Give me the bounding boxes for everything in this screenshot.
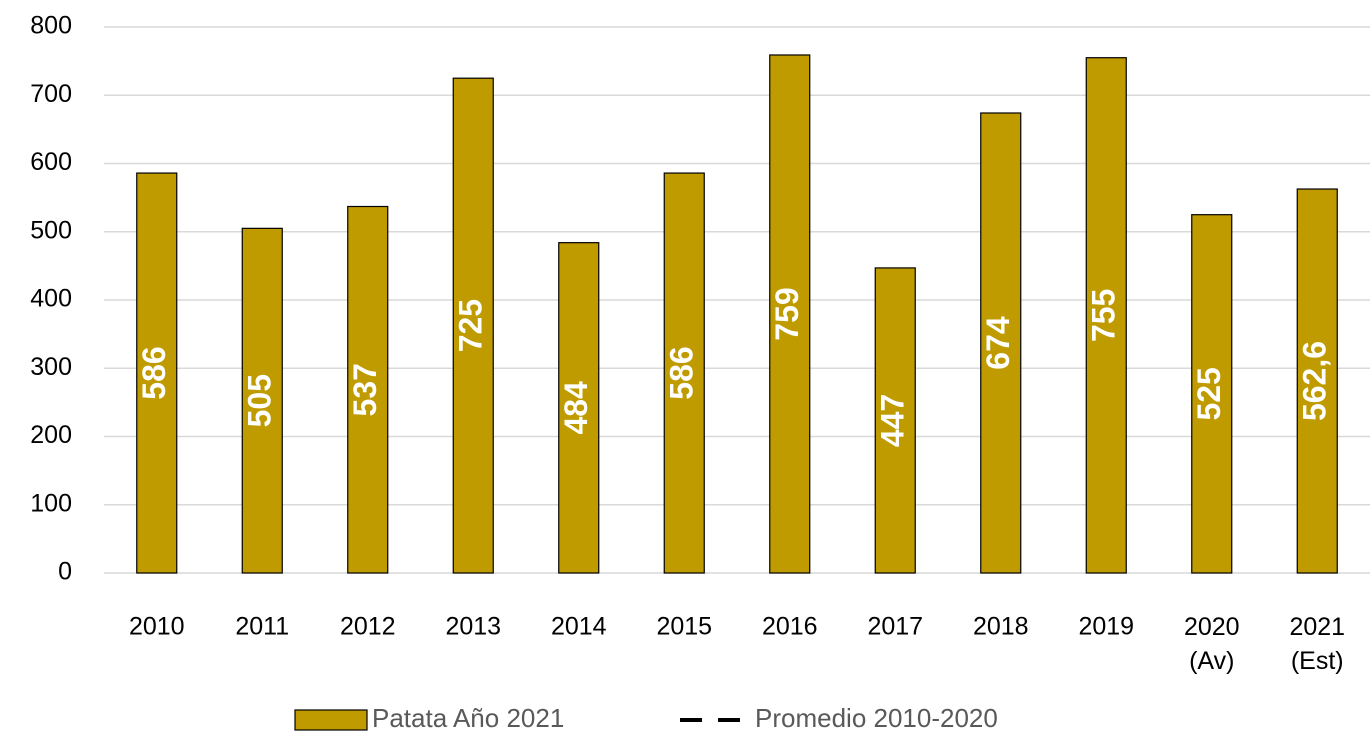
value-label: 505 (242, 374, 278, 427)
value-label: 586 (136, 346, 172, 399)
y-tick-label: 800 (30, 12, 72, 40)
y-tick-label: 300 (30, 353, 72, 381)
x-tick-label: 2021 (Est) (1289, 613, 1345, 675)
bar (1191, 214, 1233, 574)
x-tick-label-line: (Av) (1189, 647, 1234, 675)
x-tick-label: 2017 (867, 613, 923, 641)
bar (241, 227, 283, 574)
bar (452, 77, 494, 574)
value-label: 725 (453, 299, 489, 352)
bar (980, 112, 1022, 574)
bar (1085, 57, 1127, 574)
x-tick-label-line: (Est) (1291, 647, 1344, 675)
x-tick-label: 2020 (Av) (1184, 613, 1240, 675)
x-tick-label: 2016 (762, 613, 818, 641)
bar (769, 54, 811, 574)
y-tick-label: 500 (30, 216, 72, 244)
value-label: 484 (558, 381, 594, 435)
x-tick-label: 2011 (235, 613, 289, 641)
legend-label: Promedio 2010-2020 (755, 703, 998, 733)
y-tick-label: 0 (58, 558, 72, 586)
bar (136, 172, 178, 574)
y-tick-label: 100 (30, 489, 72, 517)
y-tick-label: 600 (30, 148, 72, 176)
bar (663, 172, 705, 574)
bar (874, 267, 916, 574)
y-tick-label: 400 (30, 285, 72, 313)
value-label: 562,6 (1297, 341, 1333, 421)
value-label: 525 (1191, 367, 1227, 420)
x-tick-label: 2013 (445, 613, 501, 641)
value-label: 759 (769, 287, 805, 340)
value-label: 586 (664, 346, 700, 399)
value-label: 447 (875, 394, 911, 447)
y-tick-label: 700 (30, 80, 72, 108)
x-tick-label: 2012 (340, 613, 396, 641)
y-tick-label: 200 (30, 421, 72, 449)
x-tick-label: 2014 (551, 613, 607, 641)
x-tick-label: 2019 (1078, 613, 1134, 641)
bar (558, 242, 600, 574)
x-tick-label: 2010 (129, 613, 185, 641)
x-tick-label-line: 2020 (1184, 613, 1240, 641)
x-tick-label: 2018 (973, 613, 1029, 641)
legend-label: Patata Año 2021 (372, 703, 564, 733)
value-label: 674 (980, 316, 1016, 370)
value-label: 755 (1086, 289, 1122, 342)
value-label: 537 (347, 363, 383, 416)
bar (347, 205, 389, 574)
bar (1296, 188, 1338, 574)
legend-swatch (294, 709, 368, 731)
x-tick-label-line: 2021 (1289, 613, 1345, 641)
x-tick-label: 2015 (656, 613, 712, 641)
